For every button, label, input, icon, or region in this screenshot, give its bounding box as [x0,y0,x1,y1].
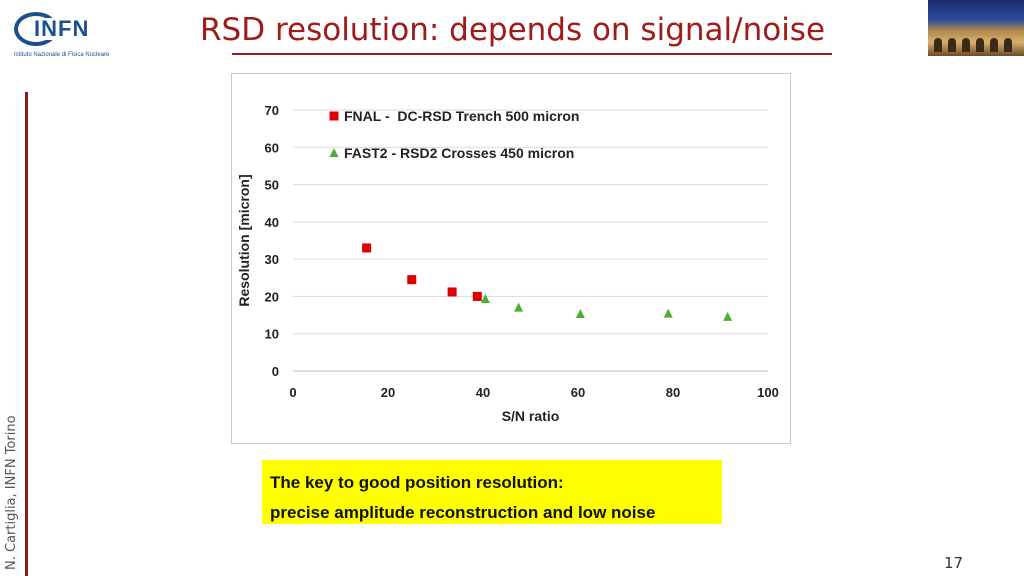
x-tick-label: 40 [476,385,490,400]
legend-label: FAST2 - RSD2 Crosses 450 micron [344,145,574,161]
chart-frame: 0 10 20 30 40 50 60 70 0 20 40 60 80 100 S/N ratio Reso… [231,73,791,444]
y-tick-label: 70 [265,103,279,118]
legend-marker [329,148,339,157]
note-line-1: The key to good position resolution: [270,473,564,492]
x-tick-label: 20 [381,385,395,400]
data-point [514,302,524,312]
data-point [480,294,490,304]
infn-logo: INFN Istituto Nazionale di Fisica Nuclea… [10,8,110,60]
data-point [447,287,457,297]
logo-subtitle: Istituto Nazionale di Fisica Nucleare [14,52,110,58]
data-point [472,291,482,301]
side-accent-bar [25,92,28,576]
key-note-box: The key to good position resolution: pre… [262,460,722,524]
logo-text: INFN [32,16,92,41]
note-line-2: precise amplitude reconstruction and low… [270,503,656,522]
title-underline [232,53,832,55]
data-point [575,308,585,318]
data-point [723,311,733,321]
y-tick-label: 0 [272,364,279,379]
data-point [663,308,673,318]
header-photo [928,0,1024,56]
author-footer: N. Cartiglia, INFN Torino [4,415,19,570]
x-tick-label: 100 [757,385,779,400]
x-tick-label: 60 [571,385,585,400]
y-tick-label: 30 [265,252,279,267]
x-tick-label: 0 [289,385,296,400]
y-axis-label: Resolution [micron] [236,174,252,306]
page-number: 17 [944,554,964,572]
y-tick-label: 10 [265,327,279,342]
y-tick-label: 40 [265,215,279,230]
x-tick-label: 80 [666,385,680,400]
data-point [407,275,417,285]
y-tick-label: 50 [265,178,279,193]
legend-marker [329,111,339,121]
data-point [362,243,372,253]
resolution-chart: 0 10 20 30 40 50 60 70 0 20 40 60 80 100 S/N ratio Reso… [236,103,779,424]
x-axis-label: S/N ratio [502,408,560,424]
y-tick-label: 60 [265,140,279,155]
slide-title: RSD resolution: depends on signal/noise [200,12,826,48]
legend-label: FNAL - DC-RSD Trench 500 micron [344,108,579,124]
y-tick-label: 20 [265,289,279,304]
